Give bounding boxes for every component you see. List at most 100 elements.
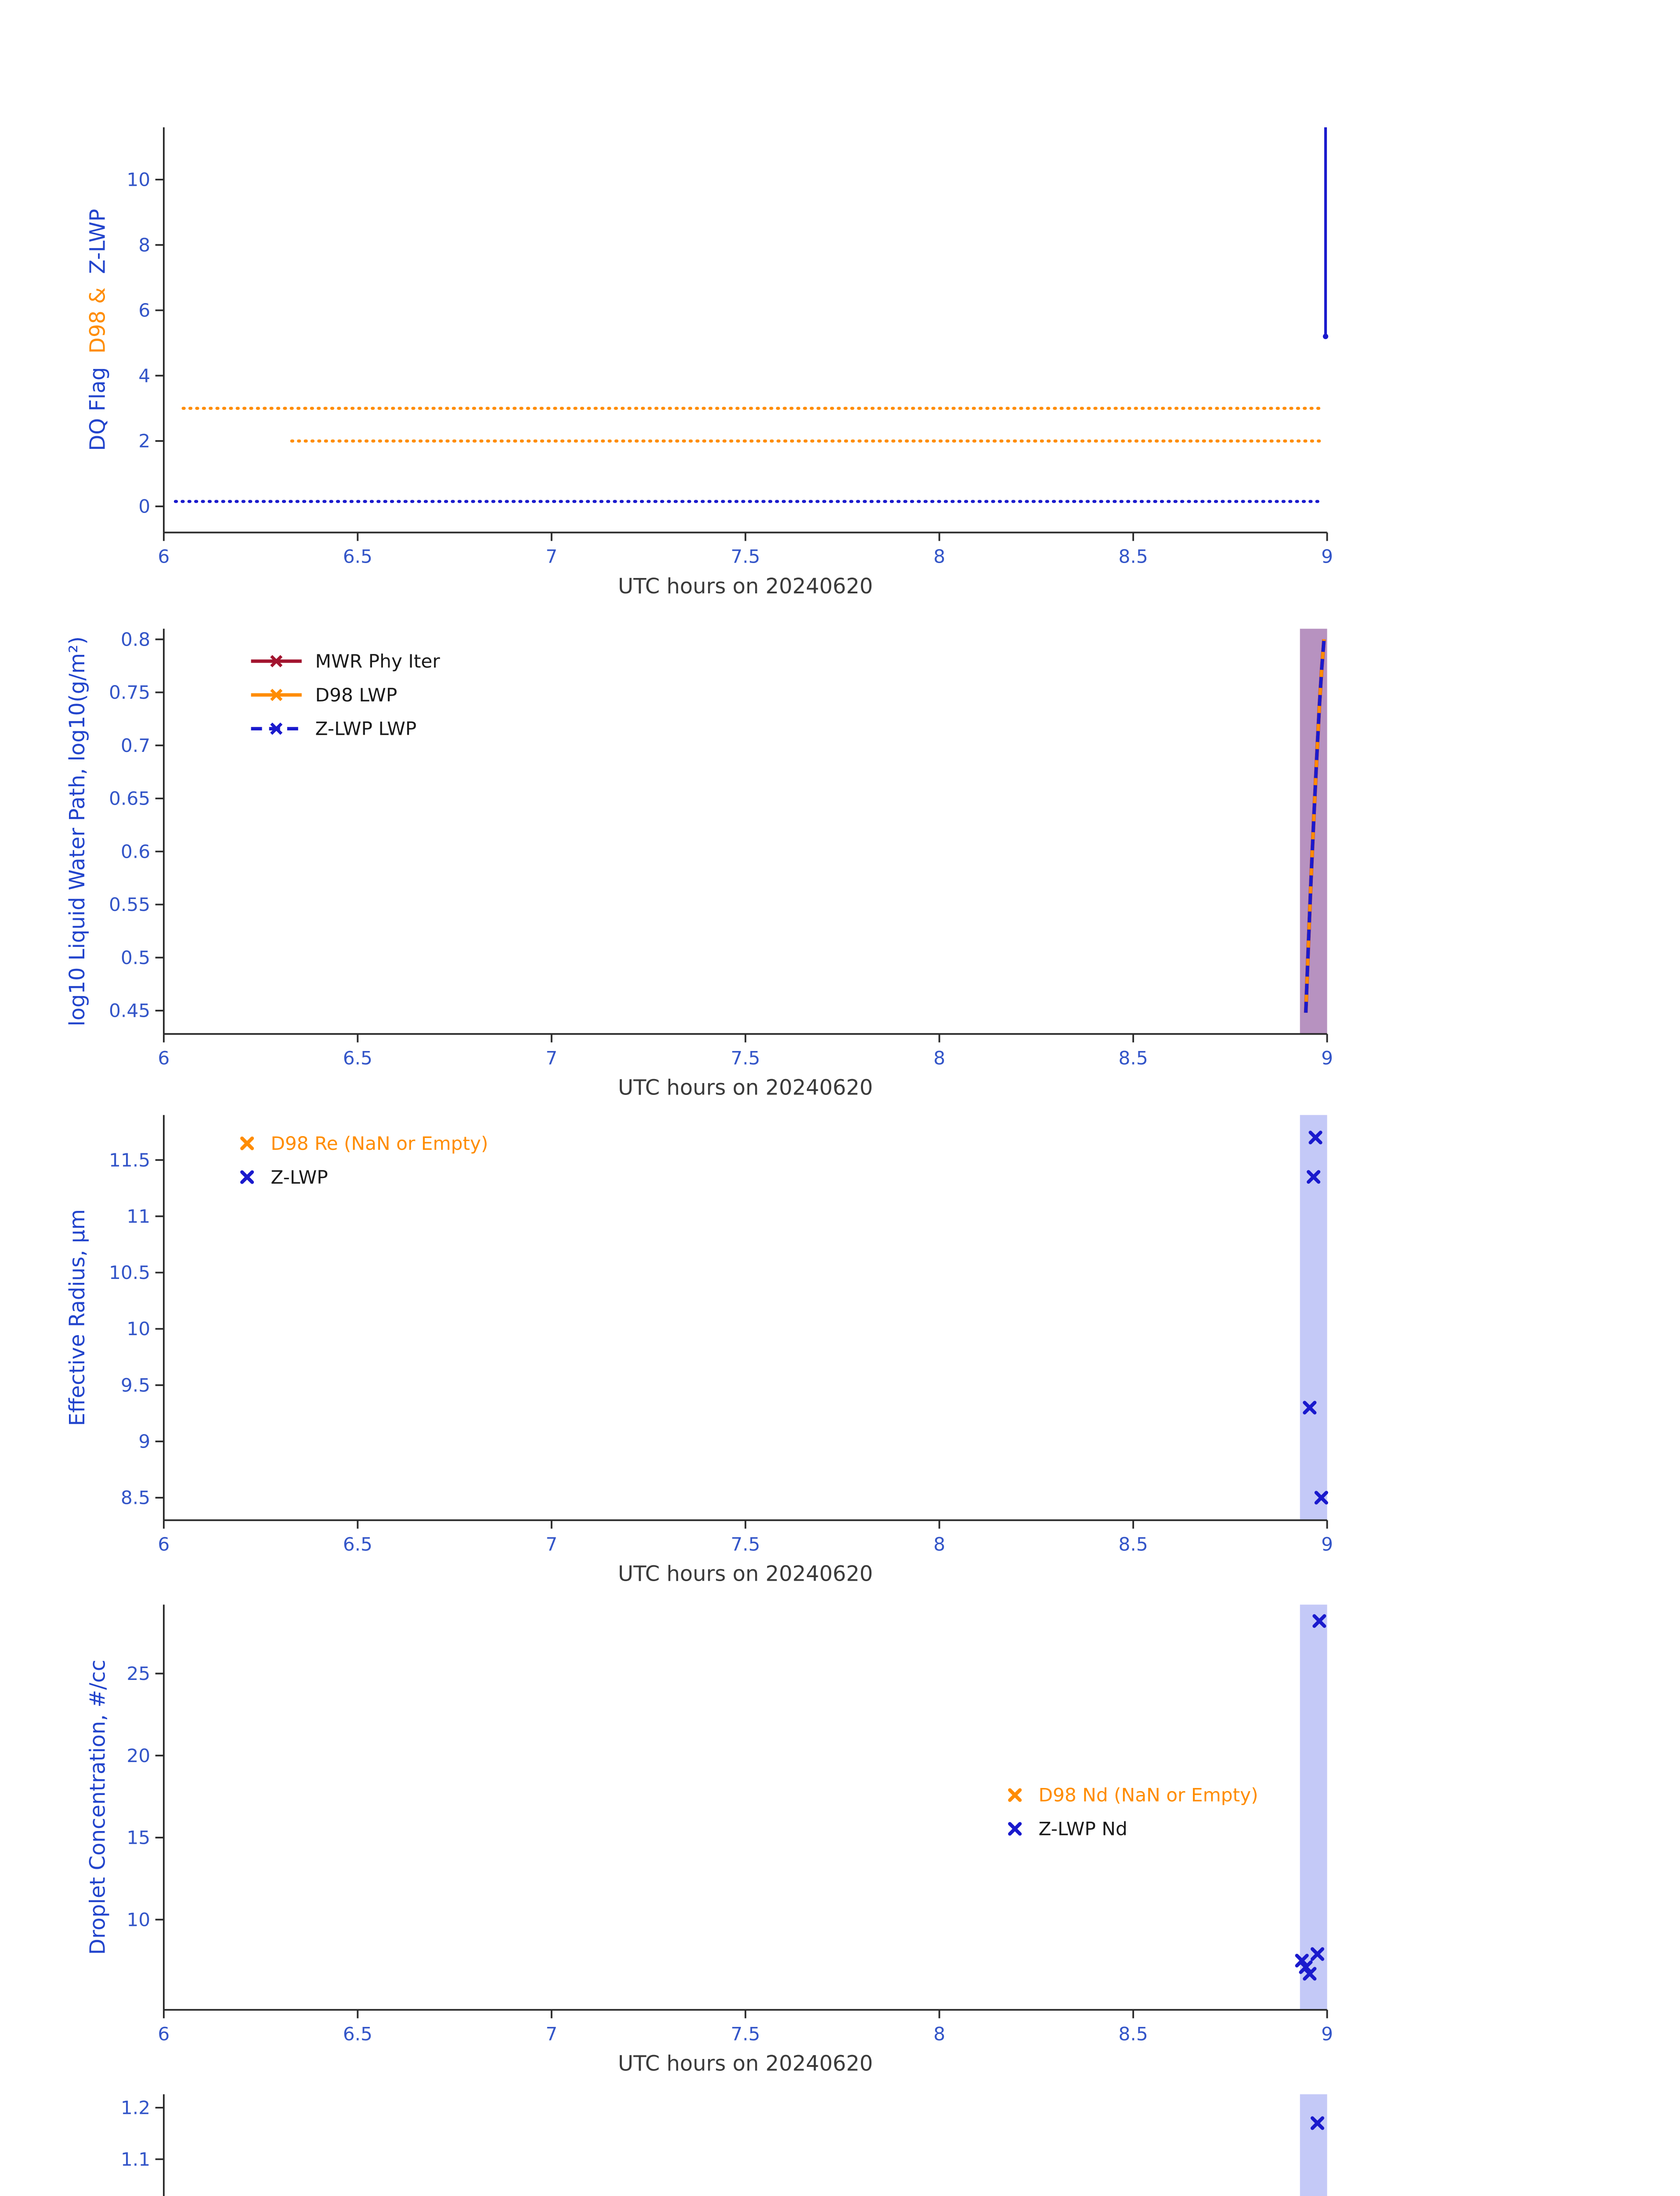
x-tick-label: 8 <box>933 2023 945 2044</box>
legend-marker-x <box>270 722 283 735</box>
subplot-optical-depth: 66.577.588.590.50.60.70.80.911.11.2UTC h… <box>121 2094 1327 2196</box>
x-tick-label: 6.5 <box>343 546 372 567</box>
y-tick-label: 4 <box>138 365 150 386</box>
y-axis-label: Effective Radius, µm <box>65 1209 90 1426</box>
shaded-band <box>1300 2094 1327 2196</box>
marker-x <box>1303 1401 1317 1415</box>
y-tick-label: 9.5 <box>121 1374 150 1396</box>
legend-label: D98 LWP <box>315 684 397 706</box>
x-tick-label: 7 <box>546 1047 557 1069</box>
x-tick-label: 6 <box>158 1047 170 1069</box>
y-tick-label: 10.5 <box>109 1262 150 1283</box>
y-tick-label: 0.55 <box>109 894 150 915</box>
y-tick-label: 15 <box>126 1827 150 1849</box>
y-tick-label: 1.2 <box>121 2097 150 2118</box>
y-tick-label: 25 <box>126 1663 150 1684</box>
y-tick-label: 0.65 <box>109 788 150 809</box>
x-tick-label: 9 <box>1321 1534 1333 1555</box>
y-tick-label: 11 <box>126 1206 150 1227</box>
y-tick-label: 0.8 <box>121 628 150 650</box>
marker-x <box>1295 1954 1309 1968</box>
subplot-droplet-concentration: 6 6.5 7 7.5 8 8.5 9 10 15 20 25 UTC hours on 202406… <box>85 1604 1333 2076</box>
subplot-liquid-water-path: 6 6.5 7 7.5 8 8.5 9 0.45 0.5 0.55 0.6 0.65 0.7 0.75 0.… <box>65 628 1333 1100</box>
legend-label: D98 Re (NaN or Empty) <box>271 1133 488 1154</box>
shaded-band <box>1300 1604 1327 2010</box>
x-tick-label: 6.5 <box>343 1047 372 1069</box>
x-tick-label: 8 <box>933 1047 945 1069</box>
y-axis-label: DQ Flag D98 & Z-LWP <box>85 209 110 451</box>
y-tick-label: 9 <box>138 1431 150 1452</box>
y-tick-label: 0.75 <box>109 682 150 703</box>
x-tick-label: 8.5 <box>1119 1047 1148 1069</box>
x-tick-label: 6 <box>158 546 170 567</box>
y-tick-label: 0.7 <box>121 735 150 756</box>
marker-x <box>1308 1131 1322 1145</box>
legend-droplet-concentration: D98 Nd (NaN or Empty) Z-LWP Nd <box>1008 1784 1258 1840</box>
legend-effective-radius: D98 Re (NaN or Empty) Z-LWP <box>240 1133 488 1188</box>
y-tick-label: 6 <box>138 300 150 321</box>
legend-label: D98 Nd (NaN or Empty) <box>1039 1784 1258 1806</box>
x-tick-label: 8.5 <box>1119 1534 1148 1555</box>
x-tick-label: 9 <box>1321 2023 1333 2044</box>
y-axis-label: log10 Liquid Water Path, log10(g/m²) <box>65 636 90 1026</box>
legend-label: Z-LWP Nd <box>1039 1818 1127 1840</box>
x-tick-label: 9 <box>1321 546 1333 567</box>
x-tick-label: 6 <box>158 1534 170 1555</box>
marker-dot <box>1322 333 1329 340</box>
x-tick-label: 7.5 <box>731 1534 760 1555</box>
marker-x <box>1299 1960 1313 1974</box>
legend-label: Z-LWP LWP <box>315 718 417 740</box>
legend-marker-x <box>240 1136 254 1150</box>
subplot-effective-radius: 6 6.5 7 7.5 8 8.5 9 8.5 9 9.5 10 10.5 11 11.5 UTC hour… <box>65 1115 1333 1586</box>
y-tick-label: 0 <box>138 496 150 517</box>
x-tick-label: 8 <box>933 1534 945 1555</box>
x-tick-label: 6.5 <box>343 2023 372 2044</box>
y-tick-label: 11.5 <box>109 1149 150 1171</box>
x-axis-label: UTC hours on 20240620 <box>618 2052 873 2076</box>
y-tick-label: 0.6 <box>121 841 150 862</box>
marker-x <box>1310 1947 1325 1961</box>
x-tick-label: 8 <box>933 546 945 567</box>
y-tick-label: 10 <box>126 1318 150 1340</box>
x-tick-label: 7 <box>546 2023 557 2044</box>
shaded-band <box>1300 1115 1327 1521</box>
marker-x <box>1303 1967 1317 1981</box>
y-tick-label: 8.5 <box>121 1487 150 1509</box>
x-tick-label: 7.5 <box>731 1047 760 1069</box>
x-tick-label: 7.5 <box>731 2023 760 2044</box>
y-axis-label: Droplet Concentration, #/cc <box>85 1660 110 1955</box>
y-tick-label: 8 <box>138 234 150 256</box>
y-tick-label: 2 <box>138 430 150 452</box>
x-tick-label: 9 <box>1321 1047 1333 1069</box>
legend-marker-x <box>240 1170 254 1184</box>
y-tick-label: 10 <box>126 169 150 190</box>
x-tick-label: 8.5 <box>1119 2023 1148 2044</box>
x-tick-label: 7 <box>546 546 557 567</box>
legend-marker-x <box>1008 1788 1022 1802</box>
y-tick-label: 20 <box>126 1745 150 1766</box>
y-tick-label: 1.1 <box>121 2149 150 2170</box>
y-tick-label: 10 <box>126 1909 150 1930</box>
marker-x <box>1307 1170 1321 1184</box>
marker-x <box>1310 2116 1325 2130</box>
subplot-dq-flag: 6 6.5 7 7.5 8 8.5 9 0 2 4 6 8 10 UTC hours on 2024062… <box>85 127 1333 599</box>
series-zlwp-lwp <box>1304 639 1326 1013</box>
legend-marker-x <box>270 689 283 701</box>
x-axis-label: UTC hours on 20240620 <box>618 574 873 599</box>
legend-label: Z-LWP <box>271 1167 328 1188</box>
x-tick-label: 6 <box>158 2023 170 2044</box>
x-tick-label: 7.5 <box>731 546 760 567</box>
x-axis-label: UTC hours on 20240620 <box>618 1076 873 1100</box>
y-tick-label: 0.5 <box>121 947 150 968</box>
x-tick-label: 8.5 <box>1119 546 1148 567</box>
legend-marker-x <box>270 655 283 668</box>
legend-label: MWR Phy Iter <box>315 650 441 672</box>
marker-x <box>1312 1614 1326 1628</box>
x-tick-label: 7 <box>546 1534 557 1555</box>
legend-liquid-water-path: MWR Phy Iter D98 LWP Z-LWP LWP <box>251 650 441 740</box>
x-tick-label: 6.5 <box>343 1534 372 1555</box>
x-axis-label: UTC hours on 20240620 <box>618 1562 873 1586</box>
